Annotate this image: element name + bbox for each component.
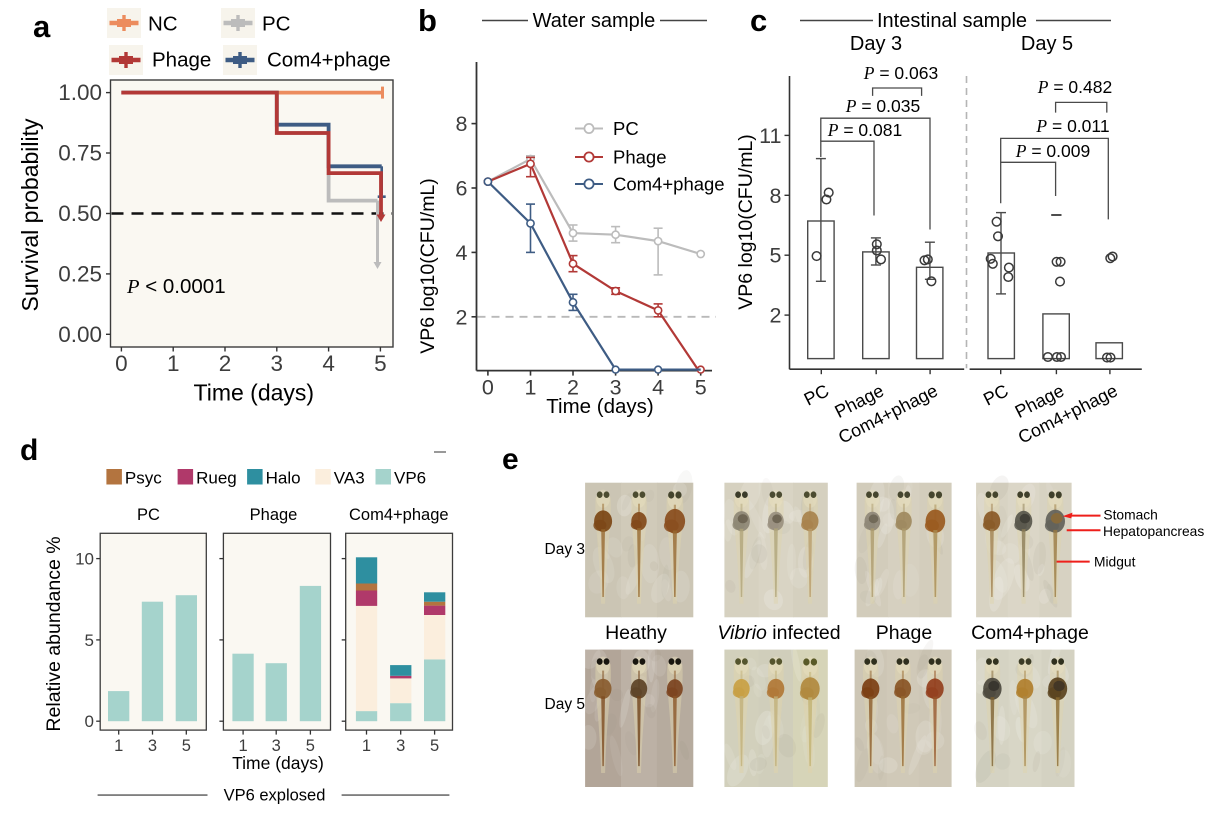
svg-text:Midgut: Midgut — [1094, 555, 1136, 570]
svg-text:VP6: VP6 — [394, 469, 426, 488]
svg-text:0: 0 — [115, 351, 128, 376]
svg-text:NC: NC — [148, 13, 178, 36]
svg-text:Relative abundance %: Relative abundance % — [43, 536, 65, 731]
svg-text:8: 8 — [456, 112, 468, 136]
svg-text:2: 2 — [456, 305, 468, 329]
svg-text:3: 3 — [610, 376, 622, 400]
svg-text:Psyc: Psyc — [125, 469, 162, 488]
svg-text:Heathy: Heathy — [605, 622, 667, 644]
svg-text:c: c — [750, 3, 767, 38]
svg-text:Phage: Phage — [613, 147, 667, 168]
svg-text:4: 4 — [456, 241, 468, 265]
svg-text:4: 4 — [652, 376, 664, 400]
svg-text:VP6 log10(CFU/mL): VP6 log10(CFU/mL) — [417, 178, 439, 354]
svg-text:Intestinal sample: Intestinal sample — [877, 10, 1027, 32]
svg-text:P < 0.0001: P < 0.0001 — [126, 275, 226, 298]
svg-text:5: 5 — [374, 351, 387, 376]
svg-text:PC: PC — [137, 506, 160, 524]
svg-text:Phage: Phage — [250, 506, 298, 524]
svg-text:Com4+phage: Com4+phage — [613, 174, 725, 195]
svg-text:0.00: 0.00 — [58, 322, 102, 347]
svg-text:Halo: Halo — [266, 469, 301, 488]
svg-text:VA3: VA3 — [334, 469, 365, 488]
svg-text:P = 0.009: P = 0.009 — [1015, 141, 1090, 161]
svg-text:PC: PC — [613, 118, 639, 139]
svg-text:Day 5: Day 5 — [1021, 33, 1073, 55]
svg-text:Time (days): Time (days) — [232, 753, 324, 773]
svg-text:5: 5 — [182, 737, 191, 755]
svg-text:1: 1 — [167, 351, 180, 376]
svg-text:2: 2 — [219, 351, 232, 376]
svg-text:3: 3 — [272, 737, 281, 755]
svg-text:P = 0.482: P = 0.482 — [1037, 77, 1112, 97]
svg-text:1.00: 1.00 — [58, 80, 102, 105]
svg-text:0.75: 0.75 — [58, 141, 102, 166]
svg-text:1: 1 — [525, 376, 537, 400]
svg-text:11: 11 — [759, 124, 781, 148]
svg-text:1: 1 — [362, 737, 371, 755]
svg-text:VP6 log10(CFU/mL): VP6 log10(CFU/mL) — [735, 134, 757, 310]
svg-text:Day 3: Day 3 — [850, 33, 902, 55]
svg-text:Rueg: Rueg — [196, 469, 237, 488]
svg-text:b: b — [418, 3, 437, 38]
svg-text:3: 3 — [396, 737, 405, 755]
svg-text:0: 0 — [482, 376, 494, 400]
svg-text:8: 8 — [770, 184, 782, 208]
svg-text:P = 0.063: P = 0.063 — [863, 63, 938, 83]
svg-text:6: 6 — [456, 177, 468, 201]
svg-text:Stomach: Stomach — [1103, 508, 1157, 523]
svg-text:Vibrio infected: Vibrio infected — [717, 622, 840, 644]
svg-text:e: e — [502, 443, 519, 476]
svg-text:Com4+phage: Com4+phage — [267, 49, 391, 72]
svg-text:10: 10 — [75, 550, 94, 569]
svg-text:5: 5 — [695, 376, 707, 400]
svg-text:5: 5 — [306, 737, 315, 755]
svg-text:Phage: Phage — [152, 49, 211, 72]
svg-text:3: 3 — [271, 351, 284, 376]
svg-text:1: 1 — [239, 737, 248, 755]
svg-text:0.25: 0.25 — [58, 261, 102, 286]
svg-text:Com4+phage: Com4+phage — [349, 506, 449, 524]
svg-text:5: 5 — [770, 244, 782, 268]
svg-text:Hepatopancreas: Hepatopancreas — [1103, 524, 1204, 539]
svg-text:P = 0.011: P = 0.011 — [1035, 116, 1109, 136]
svg-text:P = 0.081: P = 0.081 — [827, 120, 902, 140]
svg-text:Time (days): Time (days) — [546, 395, 653, 418]
svg-text:d: d — [20, 434, 38, 467]
svg-text:Water sample: Water sample — [533, 10, 656, 32]
svg-text:Day 5: Day 5 — [545, 696, 586, 713]
svg-text:a: a — [33, 9, 51, 44]
svg-text:PC: PC — [262, 13, 291, 36]
svg-text:Time (days): Time (days) — [194, 380, 315, 406]
svg-text:P = 0.035: P = 0.035 — [845, 96, 920, 116]
svg-text:Phage: Phage — [876, 622, 932, 644]
svg-text:5: 5 — [85, 631, 94, 650]
svg-text:0: 0 — [85, 712, 94, 731]
svg-text:3: 3 — [148, 737, 157, 755]
svg-text:Com4+phage: Com4+phage — [971, 622, 1089, 644]
svg-text:Survival probability: Survival probability — [17, 118, 43, 312]
svg-text:VP6 explosed: VP6 explosed — [224, 787, 326, 805]
svg-text:0.50: 0.50 — [58, 201, 102, 226]
svg-text:5: 5 — [430, 737, 439, 755]
svg-text:4: 4 — [322, 351, 335, 376]
svg-text:2: 2 — [567, 376, 579, 400]
svg-text:Day 3: Day 3 — [545, 541, 586, 558]
svg-text:2: 2 — [770, 304, 782, 328]
svg-text:1: 1 — [114, 737, 123, 755]
